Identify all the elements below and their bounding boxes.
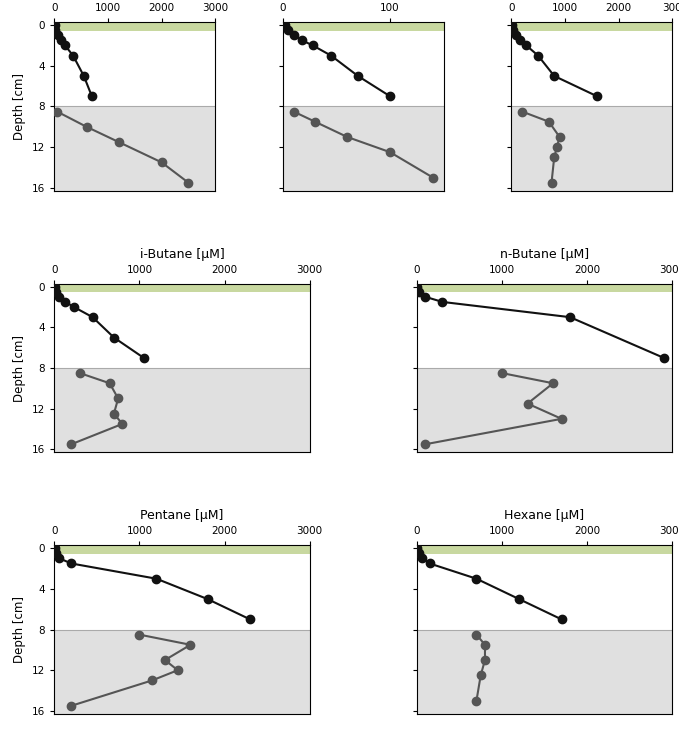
Bar	[417, 283, 672, 292]
Bar	[54, 368, 310, 453]
Title: n-Butane [μM]: n-Butane [μM]	[500, 247, 589, 261]
Bar	[417, 629, 672, 714]
Bar	[417, 368, 672, 453]
Bar	[54, 22, 215, 31]
Bar	[54, 545, 310, 553]
Title: i-Butane [μM]: i-Butane [μM]	[140, 247, 224, 261]
Bar	[511, 22, 672, 31]
Y-axis label: Depth [cm]: Depth [cm]	[14, 596, 26, 663]
Y-axis label: Depth [cm]: Depth [cm]	[14, 334, 26, 402]
Bar	[283, 107, 443, 191]
Bar	[511, 107, 672, 191]
Bar	[54, 283, 310, 292]
Y-axis label: Depth [cm]: Depth [cm]	[14, 73, 26, 140]
Bar	[54, 629, 310, 714]
Bar	[54, 107, 215, 191]
Bar	[283, 22, 443, 31]
Bar	[417, 545, 672, 553]
Title: Hexane [μM]: Hexane [μM]	[504, 509, 585, 523]
Title: Pentane [μM]: Pentane [μM]	[141, 509, 223, 523]
